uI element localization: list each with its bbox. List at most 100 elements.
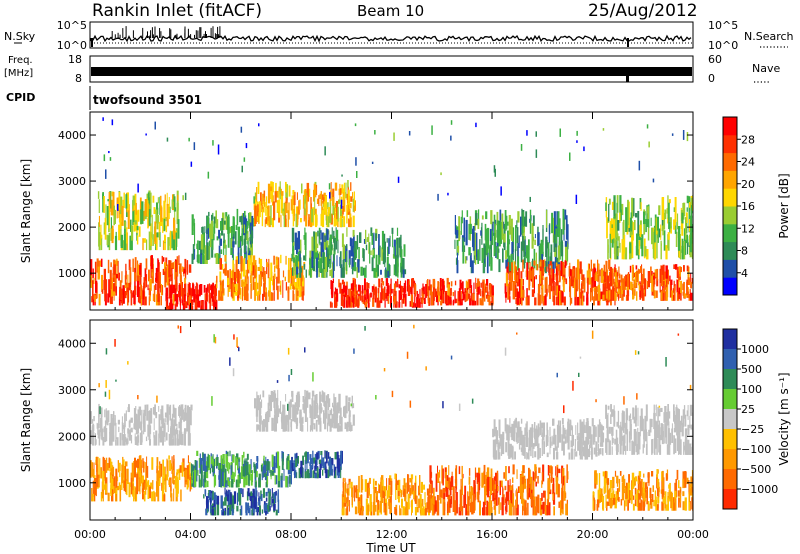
velocity-cell <box>295 458 298 468</box>
power-cell <box>617 220 620 231</box>
velocity-cell <box>168 455 170 460</box>
power-speckle <box>652 178 655 183</box>
velocity-cell <box>124 424 126 430</box>
power-cell <box>272 195 274 206</box>
velocity-cell <box>509 418 511 433</box>
velocity-cell <box>413 490 415 499</box>
power-cell <box>114 274 117 293</box>
power-cell <box>355 284 357 294</box>
power-cell <box>616 195 619 213</box>
power-cell <box>427 290 430 304</box>
power-cell <box>383 233 386 254</box>
power-cell <box>147 192 150 201</box>
power-cell <box>525 296 528 306</box>
power-cell <box>473 282 475 294</box>
power-cell <box>341 184 344 194</box>
power-cell <box>386 257 389 271</box>
power-cell <box>659 268 662 283</box>
power-cell <box>470 285 473 296</box>
velocity-cell <box>657 497 660 504</box>
power-cell <box>626 273 629 288</box>
power-cell <box>207 284 209 293</box>
velocity-cell <box>458 466 461 475</box>
power-cell <box>367 283 370 289</box>
power-speckle <box>671 133 674 136</box>
velocity-cell <box>504 485 507 491</box>
velocity-cell <box>255 487 257 498</box>
power-cell <box>243 239 246 253</box>
velocity-cell <box>600 424 603 436</box>
velocity-cell <box>173 455 175 471</box>
velocity-cell <box>612 497 616 505</box>
velocity-cell <box>128 420 131 428</box>
power-cell <box>532 236 535 242</box>
power-cell <box>322 242 325 263</box>
power-cell <box>192 284 195 296</box>
power-cell <box>164 262 167 272</box>
power-cell <box>347 204 350 213</box>
power-cell <box>581 293 584 306</box>
power-cell <box>365 229 367 244</box>
velocity-cell <box>510 503 513 516</box>
power-cell <box>249 212 252 232</box>
power-cell <box>263 283 265 292</box>
power-cell <box>93 294 95 300</box>
power-cell <box>142 290 144 306</box>
power-cell <box>587 263 590 282</box>
power-cell <box>261 203 263 210</box>
power-cell <box>166 268 169 286</box>
power-cell <box>228 284 231 292</box>
velocity-cell <box>494 499 497 516</box>
power-cell <box>278 276 280 284</box>
power-cell <box>548 224 550 244</box>
velocity-cell <box>582 446 584 451</box>
velocity-cell <box>169 460 171 471</box>
velocity-cell <box>646 486 648 505</box>
velocity-cell <box>611 446 613 455</box>
velocity-cell <box>137 431 139 446</box>
power-cell <box>175 259 178 275</box>
velocity-cell <box>451 471 453 481</box>
velocity-cell <box>679 492 682 503</box>
power-cell <box>101 274 103 290</box>
power-cell <box>100 224 102 246</box>
power-cell <box>432 287 435 301</box>
velocity-cell <box>262 390 265 398</box>
velocity-cell <box>260 464 263 472</box>
power-cell <box>215 299 218 310</box>
power-cell <box>230 226 233 239</box>
power-speckle <box>500 186 502 196</box>
power-cell <box>543 268 545 274</box>
velocity-cell <box>280 416 284 422</box>
velocity-cell <box>161 488 164 502</box>
power-cell <box>581 281 584 289</box>
power-cell <box>291 253 293 262</box>
power-cell <box>470 293 473 302</box>
velocity-cell <box>135 414 138 432</box>
velocity-cell <box>198 479 201 488</box>
power-cell <box>329 190 332 201</box>
power-cell <box>477 282 480 295</box>
power-cell <box>165 257 168 267</box>
velocity-cell <box>583 419 585 429</box>
power-cell <box>287 269 290 283</box>
power-cell <box>533 248 536 269</box>
velocity-cell <box>116 437 119 446</box>
velocity-cell <box>522 465 525 474</box>
velocity-cell <box>143 493 145 500</box>
velocity-cell <box>381 475 384 484</box>
velocity-cell <box>246 453 249 460</box>
power-cell <box>354 279 356 288</box>
velocity-cell <box>133 408 137 425</box>
velocity-cell <box>341 508 344 516</box>
velocity-cell <box>275 509 278 516</box>
velocity-cell <box>265 481 268 488</box>
power-cell <box>154 221 157 244</box>
velocity-cell <box>666 444 670 455</box>
power-cell <box>459 230 461 240</box>
velocity-cell <box>344 478 346 496</box>
power-cell <box>164 269 167 288</box>
velocity-cell <box>226 494 229 502</box>
power-cell <box>525 211 528 227</box>
